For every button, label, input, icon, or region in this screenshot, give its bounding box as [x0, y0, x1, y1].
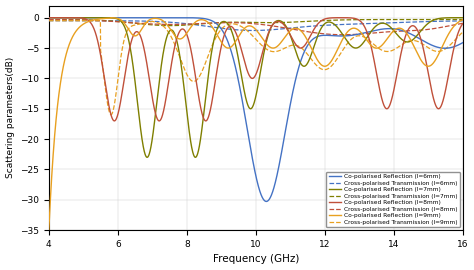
Legend: Co-polarised Reflection (l=6mm), Cross-polarised Transmission (l=6mm), Co-polari: Co-polarised Reflection (l=6mm), Cross-p… — [326, 172, 460, 227]
Y-axis label: Scattering parameters(dB): Scattering parameters(dB) — [6, 57, 15, 178]
X-axis label: Frequency (GHz): Frequency (GHz) — [212, 254, 299, 264]
